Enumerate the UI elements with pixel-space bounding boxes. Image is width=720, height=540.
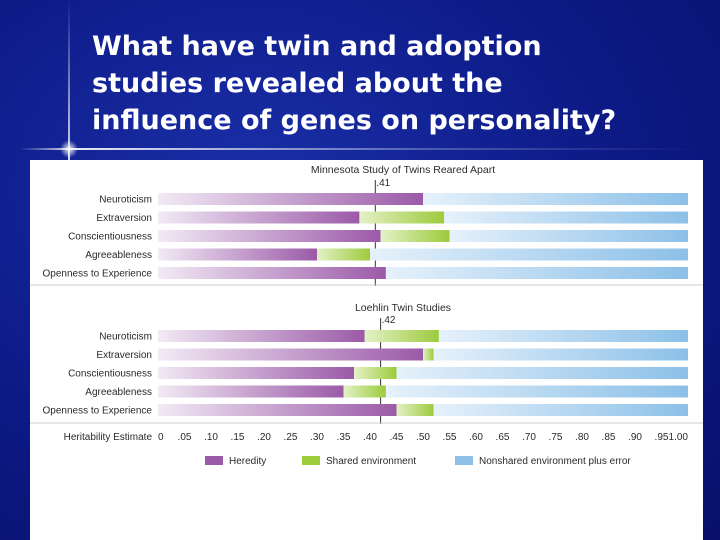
slide-decoration-horizontal-line [20, 148, 700, 150]
slide-decoration-vertical-line [68, 0, 70, 165]
slide-title-line-1: What have twin and adoption [92, 31, 542, 62]
trait-label: Neuroticism [99, 332, 152, 343]
x-tick-label: .65 [496, 432, 510, 443]
bar-nonshared-environment [433, 348, 688, 361]
bar-nonshared-environment [385, 385, 688, 398]
slide-title-line-3: influence of genes on personality? [92, 105, 617, 136]
x-tick-label: .05 [178, 432, 192, 443]
trait-label: Extraversion [96, 213, 152, 224]
bar-nonshared-environment [449, 230, 688, 242]
x-tick-label: .45 [390, 432, 404, 443]
x-tick-label: .20 [257, 432, 271, 443]
slide-title: What have twin and adoption studies reve… [92, 28, 692, 139]
x-tick-label: .80 [575, 432, 589, 443]
x-tick-label: .50 [416, 432, 430, 443]
x-tick-label: .40 [363, 432, 377, 443]
trait-label: Agreeableness [85, 250, 152, 261]
panel-title: Loehlin Twin Studies [355, 302, 451, 314]
bar-heredity [158, 330, 365, 342]
legend-label-shared: Shared environment [326, 456, 416, 467]
trait-label: Neuroticism [99, 195, 152, 206]
legend-label-heredity: Heredity [229, 456, 266, 467]
bar-nonshared-environment [370, 248, 688, 261]
heritability-chart: Minnesota Study of Twins Reared Apart .41… [30, 164, 703, 467]
bar-nonshared-environment [433, 404, 688, 416]
bar-shared-environment [354, 367, 397, 379]
x-tick-label: 1.00 [669, 432, 689, 443]
x-axis-label: Heritability Estimate [64, 432, 153, 443]
bar-heredity [158, 193, 423, 205]
bar-shared-environment [364, 330, 439, 342]
bar-heredity [158, 385, 344, 398]
bar-nonshared-environment [423, 193, 688, 205]
legend-label-nonshared: Nonshared environment plus error [479, 456, 631, 467]
x-tick-label: .85 [602, 432, 616, 443]
x-tick-label: .95 [655, 432, 669, 443]
bar-shared-environment [317, 248, 370, 261]
bar-shared-environment [423, 348, 434, 361]
trait-label: Conscientiousness [68, 369, 152, 380]
chart-panel: Minnesota Study of Twins Reared Apart .41… [30, 160, 703, 540]
bar-heredity [158, 367, 355, 379]
bar-nonshared-environment [385, 267, 688, 279]
trait-label: Extraversion [96, 350, 152, 361]
x-tick-label: .75 [549, 432, 563, 443]
legend-swatch-shared [302, 456, 320, 465]
x-tick-label: .60 [469, 432, 483, 443]
slide-decoration-sparkle [60, 140, 78, 158]
bar-nonshared-environment [444, 211, 688, 224]
x-tick-label: .25 [284, 432, 298, 443]
bar-heredity [158, 248, 317, 261]
slide-title-line-2: studies revealed about the [92, 68, 503, 99]
bar-heredity [158, 267, 386, 279]
trait-label: Openness to Experience [42, 269, 152, 280]
x-tick-label: .10 [204, 432, 218, 443]
bar-shared-environment [359, 211, 445, 224]
legend-swatch-heredity [205, 456, 223, 465]
x-tick-label: .55 [443, 432, 457, 443]
trait-label: Openness to Experience [42, 406, 152, 417]
average-heritability-label: .41 [376, 178, 390, 189]
bar-heredity [158, 230, 381, 242]
bar-shared-environment [343, 385, 386, 398]
trait-label: Conscientiousness [68, 232, 152, 243]
legend-swatch-nonshared [455, 456, 473, 465]
x-tick-label: .70 [522, 432, 536, 443]
bar-heredity [158, 404, 397, 416]
x-tick-label: .35 [337, 432, 351, 443]
bar-heredity [158, 348, 423, 361]
trait-label: Agreeableness [85, 387, 152, 398]
bar-nonshared-environment [438, 330, 688, 342]
x-tick-label: .90 [628, 432, 642, 443]
x-tick-label: .15 [231, 432, 245, 443]
average-heritability-label: .42 [382, 315, 396, 326]
bar-nonshared-environment [396, 367, 688, 379]
x-tick-label: 0 [158, 432, 164, 443]
bar-heredity [158, 211, 360, 224]
bar-shared-environment [380, 230, 450, 242]
x-tick-label: .30 [310, 432, 324, 443]
bar-shared-environment [396, 404, 434, 416]
panel-title: Minnesota Study of Twins Reared Apart [311, 164, 495, 176]
